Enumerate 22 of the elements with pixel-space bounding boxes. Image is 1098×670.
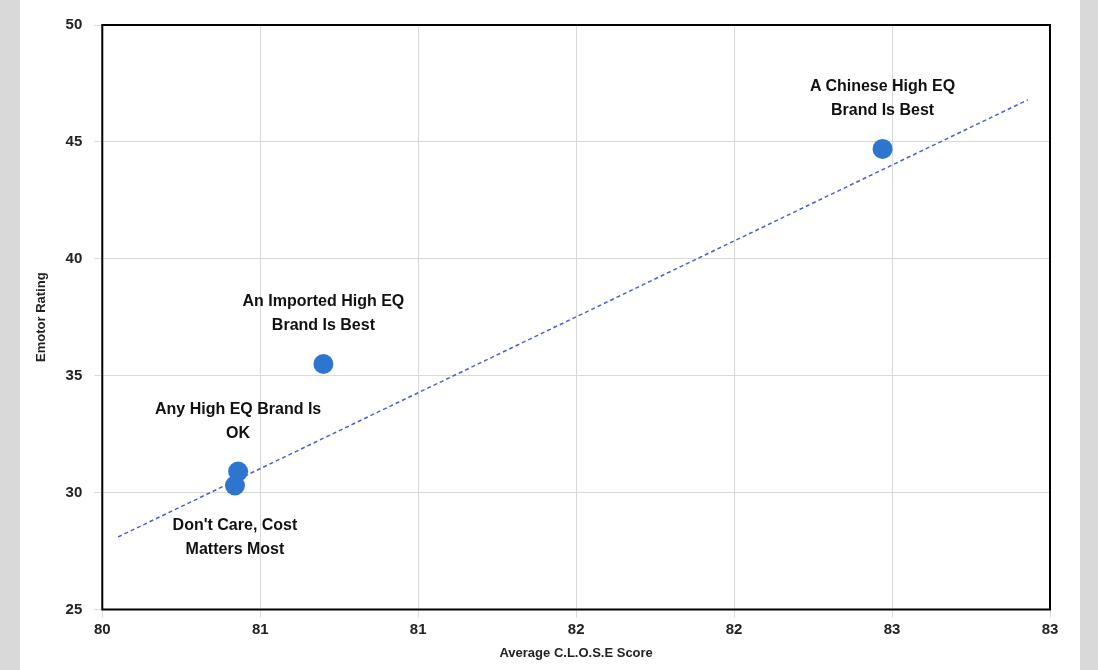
x-tick-label: 82: [567, 619, 585, 637]
point: [228, 461, 249, 482]
x-tick-label: 81: [409, 619, 427, 637]
x-tick-label: 83: [883, 619, 901, 637]
x-axis-title: Average C.L.O.S.E Score: [499, 644, 653, 660]
y-tick-label: 40: [65, 248, 83, 266]
y-tick-label: 25: [65, 599, 83, 617]
y-tick-label: 45: [65, 132, 83, 150]
y-tick-label: 30: [65, 482, 83, 500]
x-tick-label: 80: [93, 619, 111, 637]
annotation: Don't Care, Cost Matters Most: [172, 515, 298, 557]
y-tick-label: 35: [65, 365, 83, 383]
x-tick-label: 81: [251, 619, 269, 637]
annotation: An Imported High EQ Brand Is Best: [242, 292, 405, 334]
point: [872, 138, 893, 159]
y-tick-label: 50: [65, 15, 83, 33]
x-tick-label: 83: [1041, 619, 1059, 637]
y-axis-title: Emotor Rating: [33, 272, 49, 362]
annotation: A Chinese High EQ Brand Is Best: [809, 77, 956, 119]
x-tick-label: 82: [725, 619, 743, 637]
point: [313, 353, 334, 374]
annotation: Any High EQ Brand Is OK: [155, 399, 322, 441]
